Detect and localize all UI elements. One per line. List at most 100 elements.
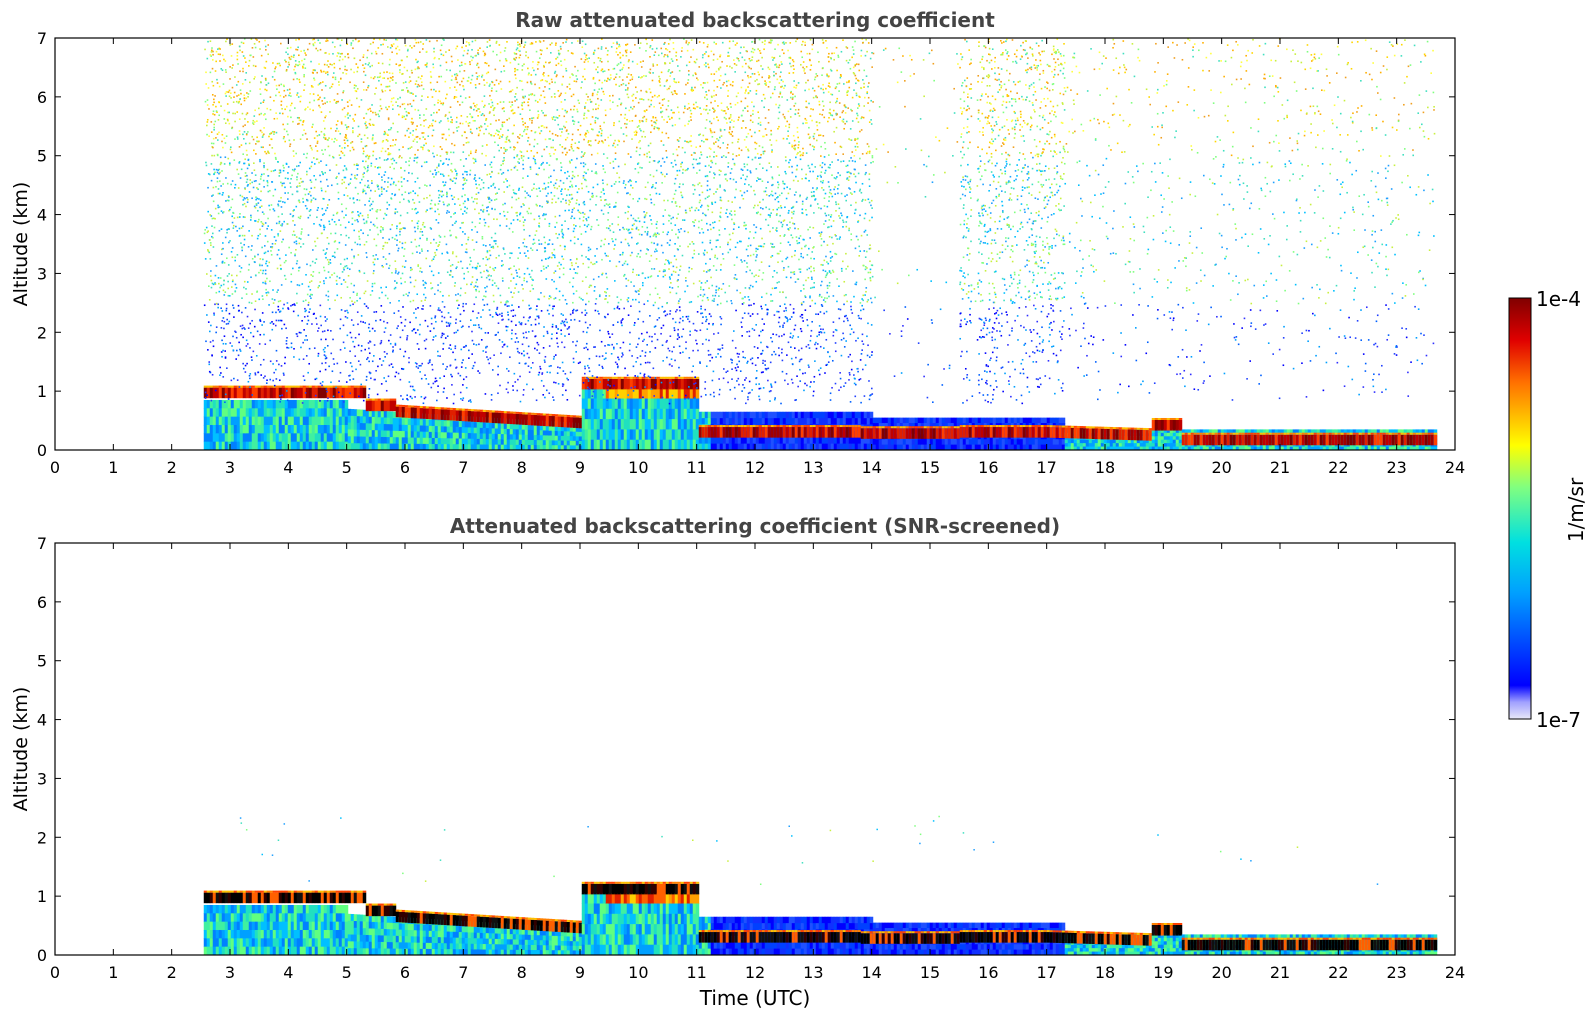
heatmap-cell bbox=[872, 444, 877, 450]
noise-speck bbox=[1052, 45, 1055, 48]
heatmap-cell bbox=[1166, 446, 1171, 450]
cloud-layer-cell bbox=[596, 378, 601, 390]
heatmap-cell bbox=[1022, 439, 1027, 446]
heatmap-cell bbox=[1148, 439, 1153, 444]
heatmap-cell bbox=[497, 423, 502, 430]
heatmap-cell bbox=[380, 436, 385, 444]
noise-speck bbox=[1024, 164, 1026, 166]
cloud-layer-cell bbox=[389, 400, 394, 412]
noise-speck bbox=[1224, 60, 1227, 63]
noise-speck bbox=[551, 243, 554, 246]
heatmap-cell bbox=[1403, 446, 1408, 450]
heatmap-cell bbox=[845, 443, 850, 450]
cloud-layer-cell bbox=[254, 387, 259, 399]
heatmap-cell bbox=[923, 444, 928, 450]
noise-speck bbox=[994, 232, 997, 234]
heatmap-cell bbox=[569, 445, 574, 450]
heatmap-cell bbox=[761, 411, 766, 419]
noise-speck bbox=[511, 332, 513, 335]
noise-speck bbox=[688, 73, 690, 76]
noise-speck bbox=[822, 328, 824, 331]
heatmap-cell bbox=[545, 445, 550, 450]
heatmap-cell bbox=[905, 423, 910, 429]
cloud-edge-cell bbox=[572, 415, 577, 418]
noise-speck bbox=[495, 42, 498, 44]
cloud-edge-cell bbox=[695, 376, 700, 379]
cloud-layer-cell bbox=[860, 428, 865, 439]
heatmap-cell bbox=[251, 441, 256, 450]
heatmap-cell bbox=[788, 418, 793, 425]
heatmap-cell bbox=[905, 417, 910, 424]
heatmap-cell bbox=[557, 445, 562, 450]
noise-speck bbox=[209, 242, 212, 244]
heatmap-cell bbox=[911, 423, 916, 429]
noise-speck bbox=[692, 158, 695, 161]
heatmap-cell bbox=[1076, 439, 1081, 444]
heatmap-cell bbox=[230, 433, 235, 443]
heatmap-cell bbox=[512, 444, 517, 450]
cloud-layer-cell bbox=[1217, 434, 1222, 446]
heatmap-cell bbox=[311, 441, 316, 450]
noise-speck bbox=[644, 215, 647, 217]
heatmap-cell bbox=[617, 429, 622, 441]
noise-speck bbox=[987, 120, 989, 123]
cloud-edge-cell bbox=[1037, 425, 1042, 428]
noise-speck bbox=[537, 113, 540, 116]
heatmap-cell bbox=[572, 436, 577, 442]
heatmap-cell bbox=[380, 430, 385, 438]
noise-speck bbox=[438, 109, 440, 111]
noise-speck bbox=[461, 361, 463, 364]
heatmap-cell bbox=[683, 439, 688, 450]
heatmap-cell bbox=[209, 441, 214, 450]
noise-speck bbox=[475, 149, 477, 152]
noise-speck bbox=[828, 281, 831, 284]
noise-speck bbox=[212, 103, 214, 106]
heatmap-cell bbox=[386, 437, 391, 445]
noise-speck bbox=[1080, 271, 1083, 273]
heatmap-cell bbox=[665, 419, 670, 430]
heatmap-cell bbox=[890, 444, 895, 450]
cloud-edge-cell bbox=[1409, 432, 1414, 435]
noise-speck bbox=[479, 265, 481, 267]
noise-speck bbox=[981, 299, 984, 302]
heatmap-cell bbox=[395, 437, 400, 445]
heatmap-cell bbox=[356, 416, 361, 424]
heatmap-cell bbox=[224, 424, 229, 434]
cloud-layer-cell bbox=[353, 387, 358, 399]
heatmap-cell bbox=[953, 423, 958, 429]
heatmap-cell bbox=[782, 411, 787, 419]
heatmap-cell bbox=[803, 437, 808, 445]
heatmap-cell bbox=[407, 443, 412, 450]
heatmap-cell bbox=[284, 416, 289, 426]
noise-speck bbox=[553, 248, 556, 251]
heatmap-cell bbox=[941, 417, 946, 424]
noise-speck bbox=[1233, 336, 1236, 339]
noise-speck bbox=[1246, 191, 1249, 193]
heatmap-cell bbox=[1418, 446, 1423, 450]
noise-speck bbox=[794, 95, 796, 98]
noise-speck bbox=[439, 309, 441, 312]
heatmap-cell bbox=[1109, 443, 1114, 448]
heatmap-cell bbox=[1151, 429, 1156, 434]
noise-speck bbox=[1049, 196, 1051, 199]
cloud-layer-cell bbox=[1139, 429, 1144, 441]
heatmap-cell bbox=[929, 444, 934, 450]
heatmap-cell bbox=[917, 423, 922, 429]
heatmap-cell bbox=[863, 411, 868, 419]
noise-speck bbox=[1269, 190, 1272, 193]
heatmap-cell bbox=[287, 424, 292, 434]
cloud-edge-cell bbox=[785, 425, 790, 428]
heatmap-cell bbox=[233, 416, 238, 426]
noise-speck bbox=[317, 98, 320, 101]
noise-speck bbox=[749, 391, 751, 394]
heatmap-cell bbox=[272, 408, 277, 418]
heatmap-cell bbox=[701, 418, 706, 425]
noise-speck bbox=[454, 78, 457, 81]
heatmap-cell bbox=[698, 418, 703, 425]
heatmap-cell bbox=[374, 430, 379, 438]
cloud-layer-cell bbox=[1214, 434, 1219, 446]
heatmap-cell bbox=[443, 444, 448, 450]
cloud-edge-cell bbox=[944, 426, 949, 429]
noise-speck bbox=[320, 71, 323, 73]
cloud-layer-cell bbox=[1337, 434, 1342, 446]
